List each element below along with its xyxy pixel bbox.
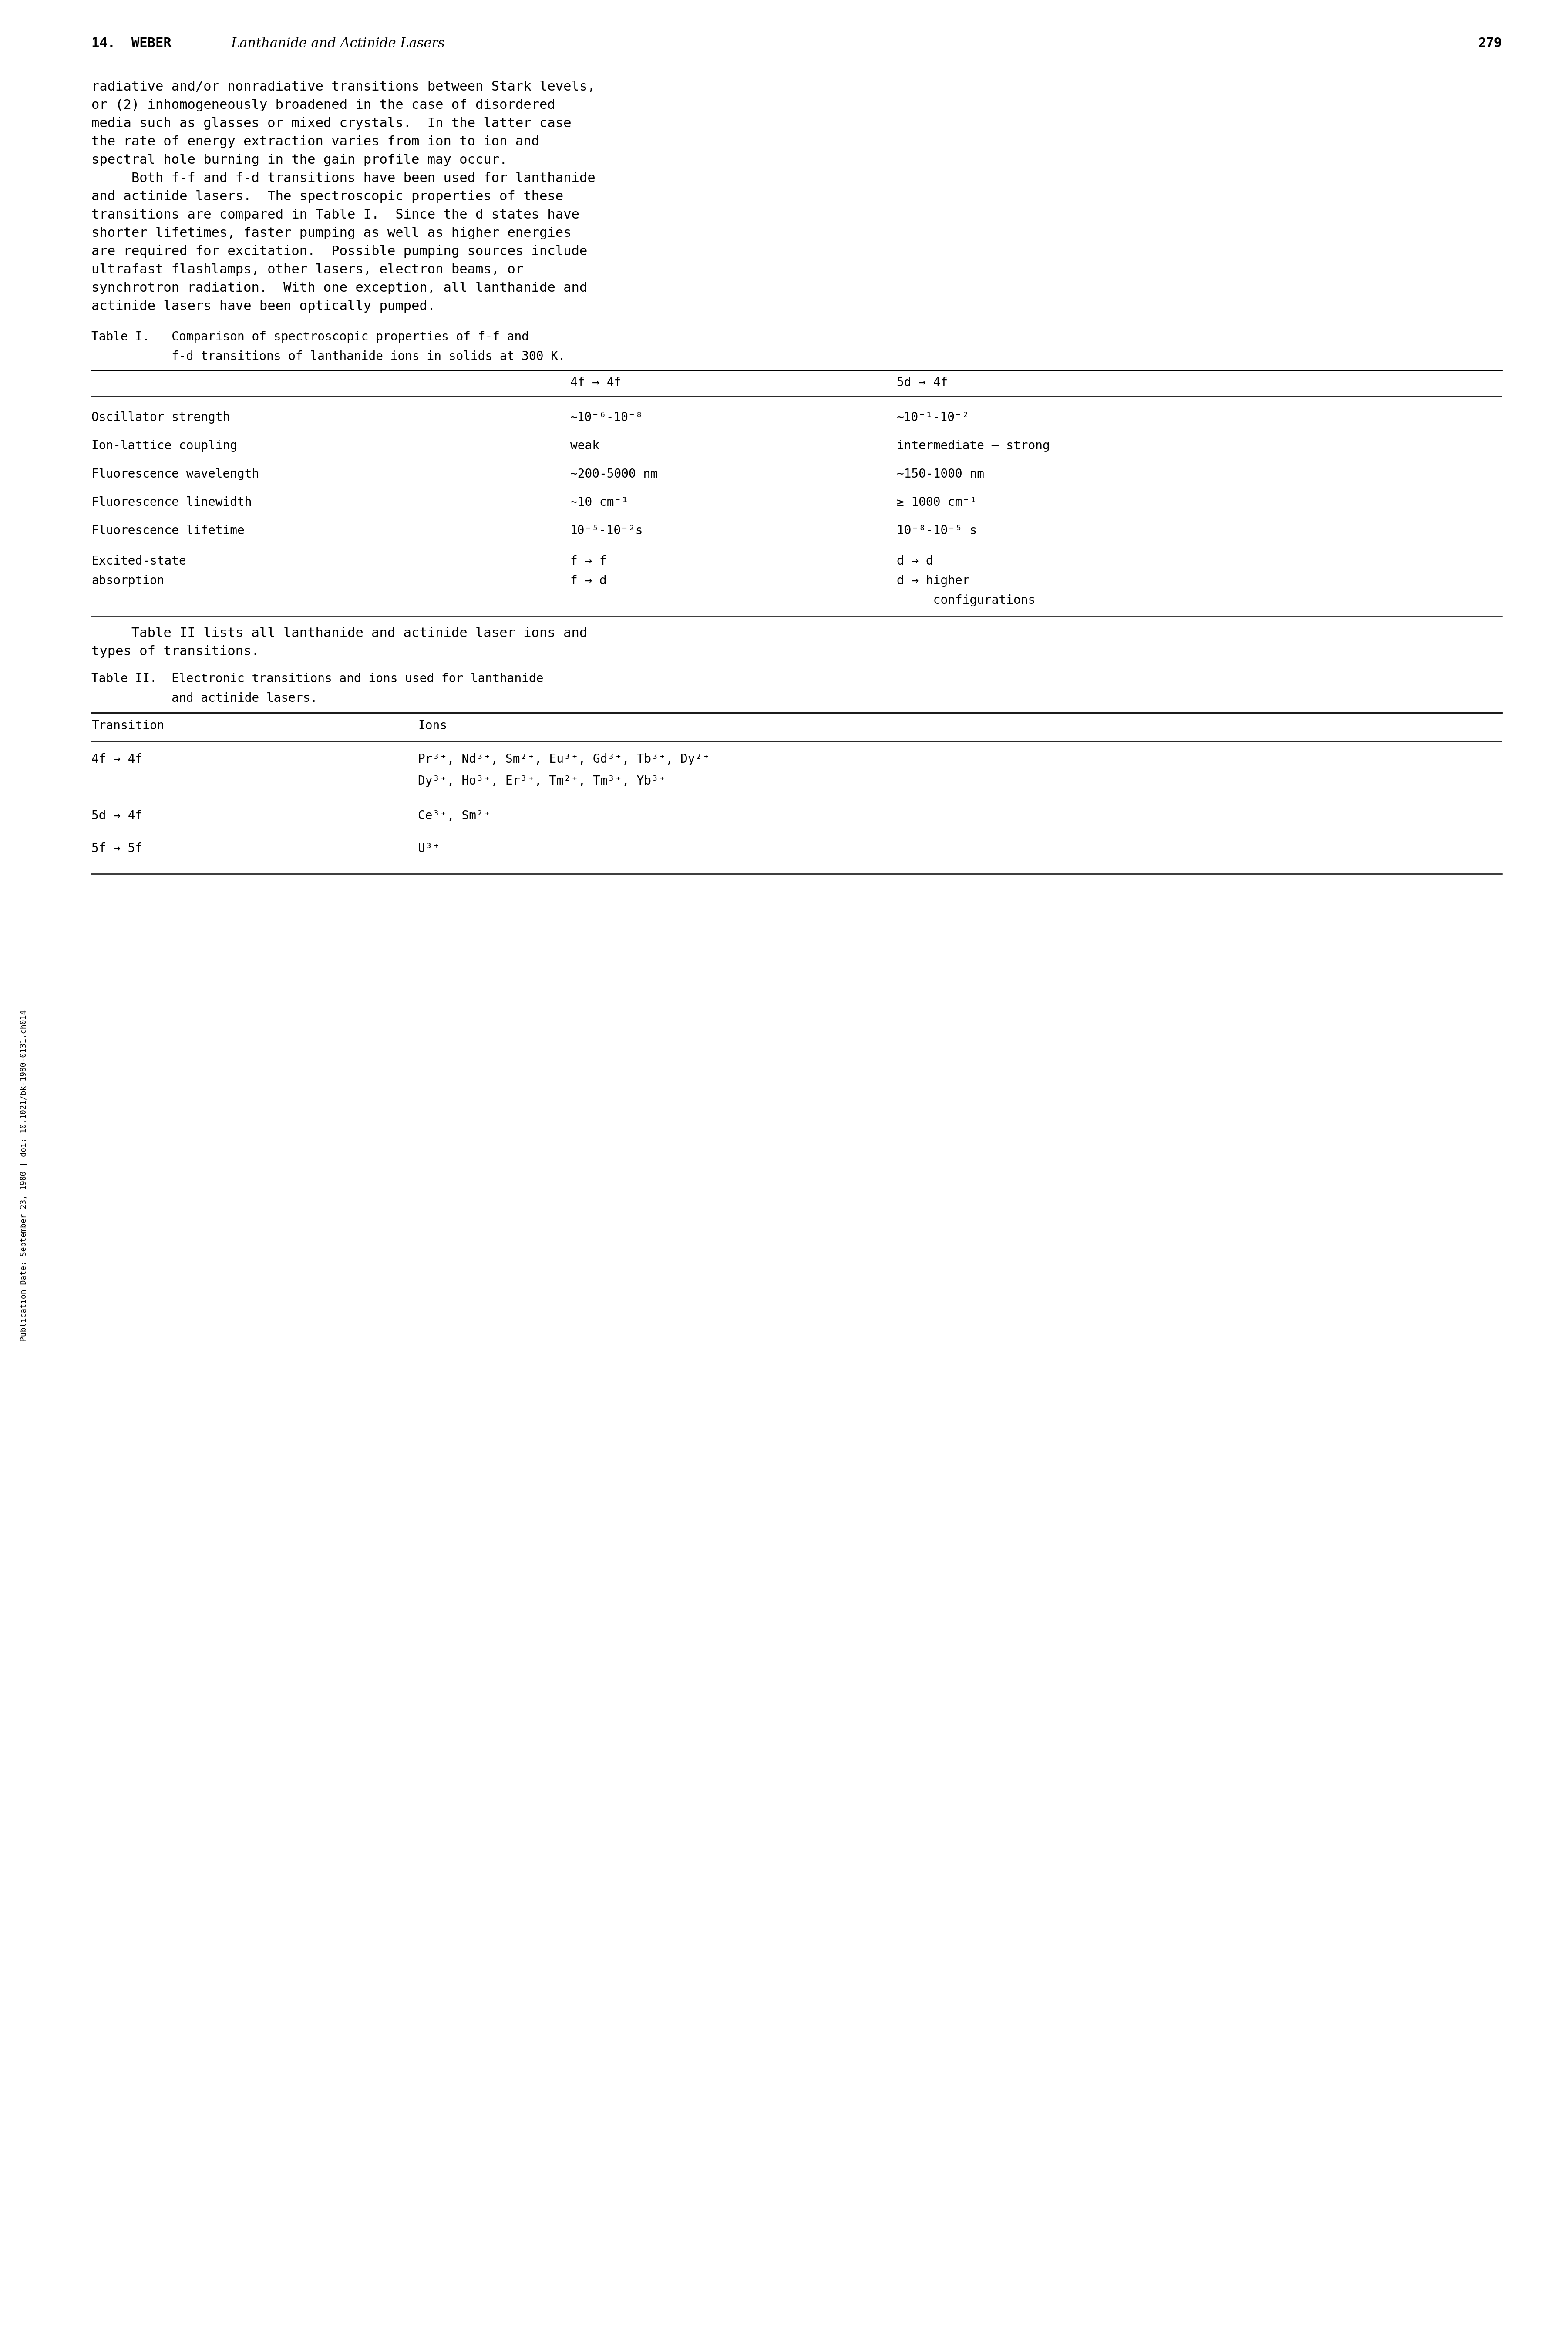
Text: Excited-state: Excited-state: [91, 555, 187, 567]
Text: ~150-1000 nm: ~150-1000 nm: [897, 468, 985, 480]
Text: shorter lifetimes, faster pumping as well as higher energies: shorter lifetimes, faster pumping as wel…: [91, 226, 571, 240]
Text: Table I.   Comparison of spectroscopic properties of f-f and: Table I. Comparison of spectroscopic pro…: [91, 331, 528, 343]
Text: transitions are compared in Table I.  Since the d states have: transitions are compared in Table I. Sin…: [91, 209, 579, 221]
Text: actinide lasers have been optically pumped.: actinide lasers have been optically pump…: [91, 301, 436, 313]
Text: ≥ 1000 cm⁻¹: ≥ 1000 cm⁻¹: [897, 496, 977, 508]
Text: are required for excitation.  Possible pumping sources include: are required for excitation. Possible pu…: [91, 245, 588, 259]
Text: Table II lists all lanthanide and actinide laser ions and: Table II lists all lanthanide and actini…: [91, 628, 588, 639]
Text: weak: weak: [571, 440, 599, 451]
Text: absorption: absorption: [91, 574, 165, 588]
Text: Table II.  Electronic transitions and ions used for lanthanide: Table II. Electronic transitions and ion…: [91, 672, 544, 684]
Text: Publication Date: September 23, 1980 | doi: 10.1021/bk-1980-0131.ch014: Publication Date: September 23, 1980 | d…: [20, 1011, 28, 1340]
Text: intermediate — strong: intermediate — strong: [897, 440, 1051, 451]
Text: Dy³⁺, Ho³⁺, Er³⁺, Tm²⁺, Tm³⁺, Yb³⁺: Dy³⁺, Ho³⁺, Er³⁺, Tm²⁺, Tm³⁺, Yb³⁺: [419, 776, 666, 788]
Text: f-d transitions of lanthanide ions in solids at 300 K.: f-d transitions of lanthanide ions in so…: [91, 350, 566, 362]
Text: spectral hole burning in the gain profile may occur.: spectral hole burning in the gain profil…: [91, 153, 508, 167]
Text: ~200-5000 nm: ~200-5000 nm: [571, 468, 657, 480]
Text: ~10 cm⁻¹: ~10 cm⁻¹: [571, 496, 629, 508]
Text: 4f → 4f: 4f → 4f: [571, 376, 621, 388]
Text: Ce³⁺, Sm²⁺: Ce³⁺, Sm²⁺: [419, 809, 491, 823]
Text: Both f-f and f-d transitions have been used for lanthanide: Both f-f and f-d transitions have been u…: [91, 172, 596, 186]
Text: 279: 279: [1477, 38, 1502, 49]
Text: 14.  WEBER: 14. WEBER: [91, 38, 204, 49]
Text: radiative and/or nonradiative transitions between Stark levels,: radiative and/or nonradiative transition…: [91, 80, 596, 94]
Text: types of transitions.: types of transitions.: [91, 644, 259, 658]
Text: 10⁻⁸-10⁻⁵ s: 10⁻⁸-10⁻⁵ s: [897, 524, 977, 536]
Text: Pr³⁺, Nd³⁺, Sm²⁺, Eu³⁺, Gd³⁺, Tb³⁺, Dy²⁺: Pr³⁺, Nd³⁺, Sm²⁺, Eu³⁺, Gd³⁺, Tb³⁺, Dy²⁺: [419, 752, 710, 766]
Text: Oscillator strength: Oscillator strength: [91, 411, 230, 423]
Text: the rate of energy extraction varies from ion to ion and: the rate of energy extraction varies fro…: [91, 136, 539, 148]
Text: f → f: f → f: [571, 555, 607, 567]
Text: 10⁻⁵-10⁻²s: 10⁻⁵-10⁻²s: [571, 524, 643, 536]
Text: U³⁺: U³⁺: [419, 842, 439, 856]
Text: 5f → 5f: 5f → 5f: [91, 842, 143, 856]
Text: configurations: configurations: [897, 595, 1035, 607]
Text: Ion-lattice coupling: Ion-lattice coupling: [91, 440, 237, 451]
Text: f → d: f → d: [571, 574, 607, 588]
Text: d → higher: d → higher: [897, 574, 969, 588]
Text: and actinide lasers.: and actinide lasers.: [91, 691, 317, 705]
Text: 4f → 4f: 4f → 4f: [91, 752, 143, 766]
Text: Fluorescence linewidth: Fluorescence linewidth: [91, 496, 252, 508]
Text: ~10⁻⁶-10⁻⁸: ~10⁻⁶-10⁻⁸: [571, 411, 643, 423]
Text: ultrafast flashlamps, other lasers, electron beams, or: ultrafast flashlamps, other lasers, elec…: [91, 263, 524, 275]
Text: Fluorescence lifetime: Fluorescence lifetime: [91, 524, 245, 536]
Text: Transition: Transition: [91, 719, 165, 731]
Text: synchrotron radiation.  With one exception, all lanthanide and: synchrotron radiation. With one exceptio…: [91, 282, 588, 294]
Text: 5d → 4f: 5d → 4f: [91, 809, 143, 823]
Text: Fluorescence wavelength: Fluorescence wavelength: [91, 468, 259, 480]
Text: ~10⁻¹-10⁻²: ~10⁻¹-10⁻²: [897, 411, 969, 423]
Text: d → d: d → d: [897, 555, 933, 567]
Text: 5d → 4f: 5d → 4f: [897, 376, 947, 388]
Text: Lanthanide and Actinide Lasers: Lanthanide and Actinide Lasers: [230, 38, 445, 49]
Text: or (2) inhomogeneously broadened in the case of disordered: or (2) inhomogeneously broadened in the …: [91, 99, 555, 110]
Text: media such as glasses or mixed crystals.  In the latter case: media such as glasses or mixed crystals.…: [91, 118, 571, 129]
Text: and actinide lasers.  The spectroscopic properties of these: and actinide lasers. The spectroscopic p…: [91, 190, 563, 202]
Text: Ions: Ions: [419, 719, 447, 731]
